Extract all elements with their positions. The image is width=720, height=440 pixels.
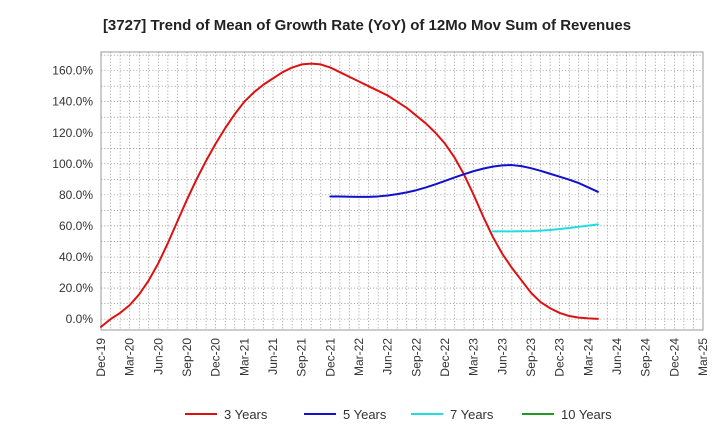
x-tick-label: Jun-20 <box>151 338 165 375</box>
x-tick-label: Sep-22 <box>409 338 423 377</box>
series-line-5-years <box>329 164 599 198</box>
x-tick-label: Dec-20 <box>209 338 223 377</box>
y-tick-label: 100.0% <box>52 157 93 171</box>
y-tick-label: 40.0% <box>59 250 93 264</box>
chart-title: [3727] Trend of Mean of Growth Rate (YoY… <box>103 17 631 34</box>
x-tick-label: Sep-20 <box>180 338 194 377</box>
y-tick-label: 120.0% <box>52 126 93 140</box>
x-tick-label: Mar-20 <box>123 338 137 376</box>
x-tick-label: Sep-24 <box>639 338 653 377</box>
y-tick-label: 0.0% <box>66 312 94 326</box>
legend-label: 5 Years <box>343 407 387 422</box>
x-axis-tick-labels: Dec-19 Mar-20 Jun-20 Sep-20 Dec-20 Mar-21 Jun-… <box>94 338 710 377</box>
plot-area-frame <box>100 51 704 331</box>
series-line-7-years <box>491 223 599 233</box>
y-tick-label: 20.0% <box>59 281 93 295</box>
x-tick-label: Jun-24 <box>610 338 624 375</box>
x-tick-label: Mar-23 <box>467 338 481 376</box>
series-line-3-years <box>100 62 599 328</box>
y-axis-tick-labels: 0.0% 20.0% 40.0% 60.0% 80.0% 100.0% 120.0% 140.… <box>52 64 93 326</box>
y-tick-label: 60.0% <box>59 219 93 233</box>
legend-label: 3 Years <box>224 407 268 422</box>
y-tick-label: 160.0% <box>52 64 93 78</box>
x-tick-label: Mar-22 <box>352 338 366 376</box>
y-tick-label: 140.0% <box>52 95 93 109</box>
x-tick-label: Mar-24 <box>581 338 595 376</box>
x-tick-label: Dec-19 <box>94 338 108 377</box>
x-tick-label: Jun-22 <box>381 338 395 375</box>
grid-lines <box>101 52 703 330</box>
x-tick-label: Sep-23 <box>524 338 538 377</box>
x-tick-label: Dec-24 <box>667 338 681 377</box>
x-tick-label: Jun-23 <box>495 338 509 375</box>
x-tick-label: Dec-21 <box>323 338 337 377</box>
x-tick-label: Mar-21 <box>237 338 251 376</box>
data-series-lines <box>100 62 599 328</box>
chart-legend: 3 Years 5 Years 7 Years 10 Years <box>185 407 612 422</box>
x-tick-label: Jun-21 <box>266 338 280 375</box>
x-tick-label: Dec-22 <box>438 338 452 377</box>
y-tick-label: 80.0% <box>59 188 93 202</box>
legend-label: 10 Years <box>561 407 612 422</box>
x-tick-label: Dec-23 <box>553 338 567 377</box>
x-tick-label: Mar-25 <box>696 338 710 376</box>
x-tick-label: Sep-21 <box>295 338 309 377</box>
legend-label: 7 Years <box>450 407 494 422</box>
